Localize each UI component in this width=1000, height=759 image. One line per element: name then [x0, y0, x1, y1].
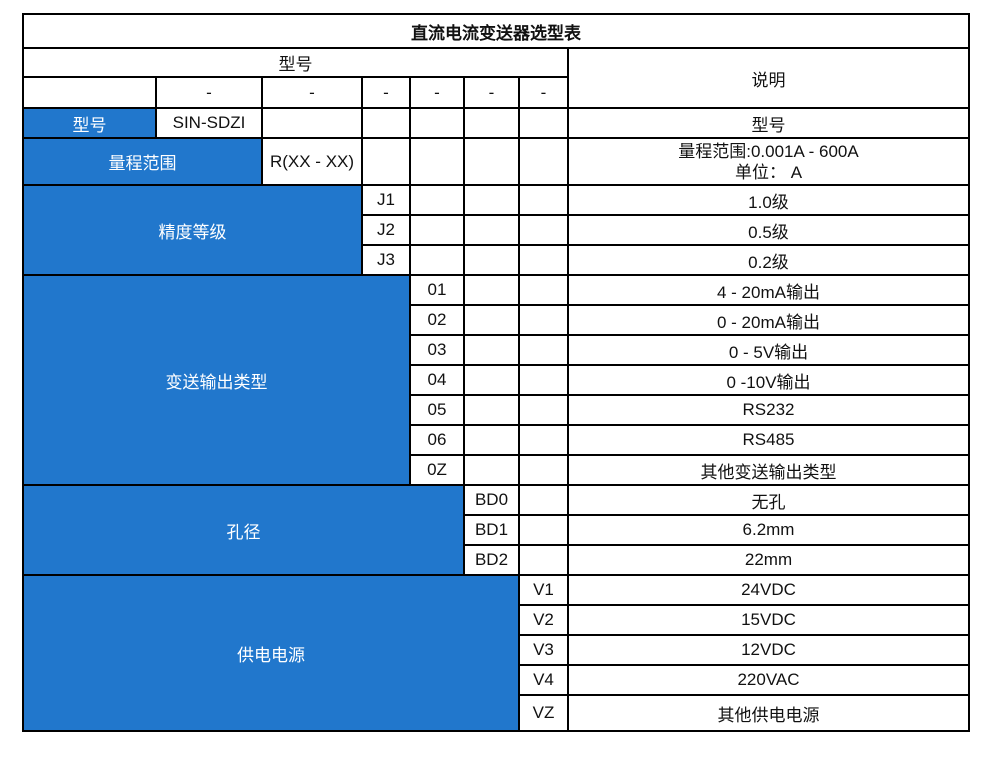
desc-cell: RS485 [567, 424, 970, 456]
empty-cell [463, 137, 520, 186]
dash-cell: - [155, 76, 263, 109]
code-cell: 0Z [409, 454, 465, 486]
desc-cell: 0.5级 [567, 214, 970, 246]
range-code-cell: R(XX - XX) [261, 137, 363, 186]
desc-cell: 0 - 20mA输出 [567, 304, 970, 336]
desc-cell: 其他供电电源 [567, 694, 970, 732]
description-column-header: 说明 [567, 47, 970, 109]
empty-cell [409, 214, 465, 246]
empty-cell [409, 107, 465, 139]
desc-cell: 15VDC [567, 604, 970, 636]
code-cell: 06 [409, 424, 465, 456]
empty-cell [518, 304, 569, 336]
code-cell: J2 [361, 214, 411, 246]
empty-cell [518, 454, 569, 486]
empty-cell [463, 334, 520, 366]
desc-cell: 6.2mm [567, 514, 970, 546]
code-cell: BD1 [463, 514, 520, 546]
empty-cell [518, 274, 569, 306]
empty-cell [518, 544, 569, 576]
dash-cell: - [409, 76, 465, 109]
code-cell: V1 [518, 574, 569, 606]
empty-cell [518, 214, 569, 246]
empty-cell [518, 424, 569, 456]
section-model-label: 型号 [22, 107, 157, 139]
desc-cell: 0.2级 [567, 244, 970, 276]
empty-cell [463, 107, 520, 139]
desc-cell: 0 -10V输出 [567, 364, 970, 396]
empty-cell [361, 137, 411, 186]
code-cell: J1 [361, 184, 411, 216]
empty-cell [518, 244, 569, 276]
empty-cell [518, 514, 569, 546]
code-cell: 05 [409, 394, 465, 426]
empty-cell [463, 454, 520, 486]
table-title: 直流电流变送器选型表 [22, 13, 970, 49]
empty-cell [463, 424, 520, 456]
desc-cell: 4 - 20mA输出 [567, 274, 970, 306]
desc-cell: RS232 [567, 394, 970, 426]
model-column-header: 型号 [22, 47, 569, 78]
desc-cell: 0 - 5V输出 [567, 334, 970, 366]
code-cell: BD0 [463, 484, 520, 516]
range-desc-line2: 单位： A [734, 162, 803, 182]
model-desc-cell: 型号 [567, 107, 970, 139]
desc-cell: 其他变送输出类型 [567, 454, 970, 486]
empty-cell [463, 394, 520, 426]
code-cell: 04 [409, 364, 465, 396]
code-cell: VZ [518, 694, 569, 732]
empty-cell [463, 214, 520, 246]
range-desc-line1: 量程范围:0.001A - 600A [678, 141, 859, 161]
section-aperture-label: 孔径 [22, 484, 465, 576]
empty-cell [409, 137, 465, 186]
code-cell: J3 [361, 244, 411, 276]
empty-cell [518, 364, 569, 396]
selection-table-container: 直流电流变送器选型表 型号 说明 - - - - - - 型号 SIN-SDZI… [22, 13, 970, 732]
empty-cell [261, 107, 363, 139]
empty-cell [22, 76, 157, 109]
dash-cell: - [518, 76, 569, 109]
section-output-label: 变送输出类型 [22, 274, 411, 486]
empty-cell [518, 484, 569, 516]
code-cell: 01 [409, 274, 465, 306]
code-cell: 03 [409, 334, 465, 366]
empty-cell [463, 274, 520, 306]
section-accuracy-label: 精度等级 [22, 184, 363, 276]
code-cell: V4 [518, 664, 569, 696]
desc-cell: 12VDC [567, 634, 970, 666]
model-code-cell: SIN-SDZI [155, 107, 263, 139]
empty-cell [518, 137, 569, 186]
empty-cell [518, 394, 569, 426]
dash-cell: - [361, 76, 411, 109]
code-cell: V3 [518, 634, 569, 666]
dash-cell: - [463, 76, 520, 109]
code-cell: BD2 [463, 544, 520, 576]
empty-cell [463, 304, 520, 336]
code-cell: V2 [518, 604, 569, 636]
empty-cell [463, 244, 520, 276]
dash-cell: - [261, 76, 363, 109]
empty-cell [518, 334, 569, 366]
empty-cell [463, 184, 520, 216]
empty-cell [463, 364, 520, 396]
desc-cell: 220VAC [567, 664, 970, 696]
selection-table: 直流电流变送器选型表 型号 说明 - - - - - - 型号 SIN-SDZI… [22, 13, 970, 732]
section-range-label: 量程范围 [22, 137, 263, 186]
empty-cell [361, 107, 411, 139]
empty-cell [518, 184, 569, 216]
desc-cell: 无孔 [567, 484, 970, 516]
empty-cell [409, 184, 465, 216]
section-power-label: 供电电源 [22, 574, 520, 732]
code-cell: 02 [409, 304, 465, 336]
desc-cell: 24VDC [567, 574, 970, 606]
empty-cell [409, 244, 465, 276]
range-desc-cell: 量程范围:0.001A - 600A 单位： A [567, 137, 970, 186]
empty-cell [518, 107, 569, 139]
desc-cell: 1.0级 [567, 184, 970, 216]
desc-cell: 22mm [567, 544, 970, 576]
